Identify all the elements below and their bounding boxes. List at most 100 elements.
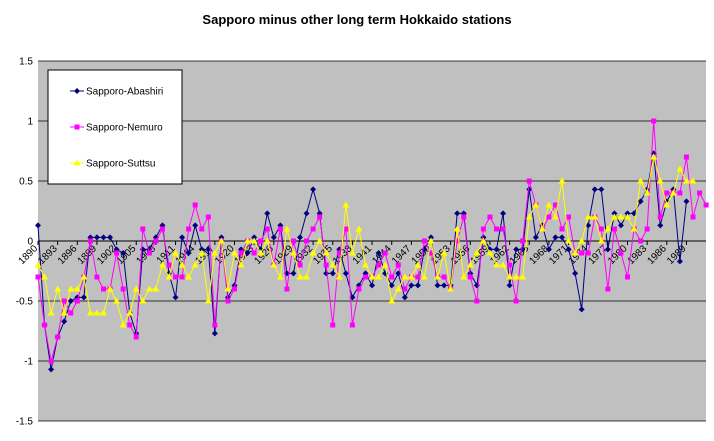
data-point-triangle	[394, 285, 402, 292]
data-point-triangle	[519, 273, 527, 280]
data-point-square	[703, 202, 709, 208]
data-point-square	[677, 190, 683, 196]
data-point-square	[605, 286, 611, 292]
legend-label: Sapporo-Suttsu	[86, 159, 156, 170]
data-point-square	[343, 226, 349, 232]
data-point-square	[192, 202, 198, 208]
data-point-square	[74, 124, 80, 130]
data-point-triangle	[126, 309, 134, 316]
data-point-square	[277, 226, 283, 232]
data-point-diamond	[500, 210, 507, 217]
series-line	[37, 153, 687, 370]
data-point-triangle	[100, 309, 107, 316]
data-point-square	[611, 226, 617, 232]
data-point-square	[101, 286, 106, 292]
data-point-triangle	[60, 309, 68, 316]
legend-label: Sapporo-Nemuro	[86, 123, 163, 134]
data-point-square	[146, 250, 152, 256]
data-point-square	[494, 226, 499, 232]
data-point-triangle	[493, 261, 500, 268]
data-point-square	[389, 274, 395, 280]
data-point-square	[94, 274, 100, 280]
data-point-square	[323, 262, 329, 268]
data-point-triangle	[551, 213, 559, 220]
data-point-triangle	[198, 249, 206, 256]
data-point-square	[395, 262, 401, 268]
data-point-triangle	[512, 273, 520, 280]
data-point-triangle	[506, 273, 514, 280]
data-point-triangle	[54, 285, 62, 292]
data-point-triangle	[244, 237, 252, 244]
data-point-diamond	[192, 222, 199, 229]
data-point-diamond	[270, 234, 277, 241]
data-point-triangle	[93, 309, 101, 316]
data-point-square	[552, 202, 558, 208]
data-point-square	[120, 286, 126, 292]
data-point-triangle	[139, 297, 147, 304]
chart-title: Sapporo minus other long term Hokkaido s…	[202, 12, 511, 27]
data-point-triangle	[440, 249, 448, 256]
data-point-triangle	[34, 261, 42, 268]
data-point-square	[133, 334, 139, 340]
data-point-triangle	[545, 201, 553, 208]
data-point-triangle	[152, 285, 160, 292]
data-point-square	[428, 250, 434, 256]
data-point-square	[68, 310, 74, 316]
data-point-triangle	[185, 273, 193, 280]
data-point-triangle	[689, 177, 697, 184]
data-point-triangle	[460, 273, 468, 280]
data-point-square	[179, 274, 185, 280]
data-point-triangle	[296, 273, 304, 280]
data-point-triangle	[80, 273, 88, 280]
data-point-square	[205, 214, 211, 220]
data-point-triangle	[414, 261, 422, 268]
data-point-triangle	[650, 153, 658, 160]
data-point-diamond	[211, 330, 218, 337]
data-point-triangle	[106, 285, 114, 292]
data-point-diamond	[375, 250, 382, 256]
data-point-diamond	[303, 210, 310, 217]
data-point-diamond	[264, 210, 271, 217]
data-point-diamond	[408, 282, 415, 289]
data-point-square	[638, 238, 644, 244]
data-point-triangle	[479, 237, 487, 244]
data-point-square	[402, 286, 408, 292]
data-point-triangle	[355, 225, 363, 232]
data-point-diamond	[290, 270, 297, 277]
data-point-triangle	[113, 297, 121, 304]
y-tick-label: 1	[27, 117, 33, 128]
data-point-triangle	[224, 285, 232, 292]
data-point-triangle	[289, 249, 297, 256]
data-point-triangle	[145, 285, 153, 292]
data-point-triangle	[329, 261, 337, 268]
data-point-square	[304, 238, 310, 244]
data-point-triangle	[303, 273, 311, 280]
data-point-square	[618, 250, 624, 256]
data-point-diamond	[559, 234, 565, 241]
data-point-diamond	[297, 234, 303, 241]
data-point-diamond	[532, 234, 539, 241]
data-point-diamond	[172, 294, 179, 301]
data-point-diamond	[310, 186, 317, 193]
data-point-square	[264, 226, 270, 232]
legend-label: Sapporo-Abashiri	[86, 87, 163, 98]
data-point-triangle	[663, 201, 671, 208]
data-point-diamond	[100, 234, 107, 241]
data-point-square	[225, 298, 231, 304]
data-point-diamond	[604, 246, 611, 253]
data-point-square	[520, 238, 526, 244]
data-point-triangle	[47, 309, 55, 316]
data-point-square	[127, 322, 133, 328]
data-point-triangle	[73, 159, 81, 166]
data-point-square	[467, 274, 473, 280]
data-point-triangle	[283, 225, 291, 232]
data-point-square	[690, 214, 696, 220]
data-point-square	[644, 226, 650, 232]
data-point-diamond	[185, 250, 192, 256]
data-point-triangle	[453, 225, 461, 232]
series-sapporo-abashiri	[35, 150, 690, 373]
data-point-square	[74, 298, 80, 304]
y-axis: 1.5 1 0.5 0 -0.5 -1 -1.5	[16, 57, 34, 428]
data-point-diamond	[329, 270, 336, 277]
